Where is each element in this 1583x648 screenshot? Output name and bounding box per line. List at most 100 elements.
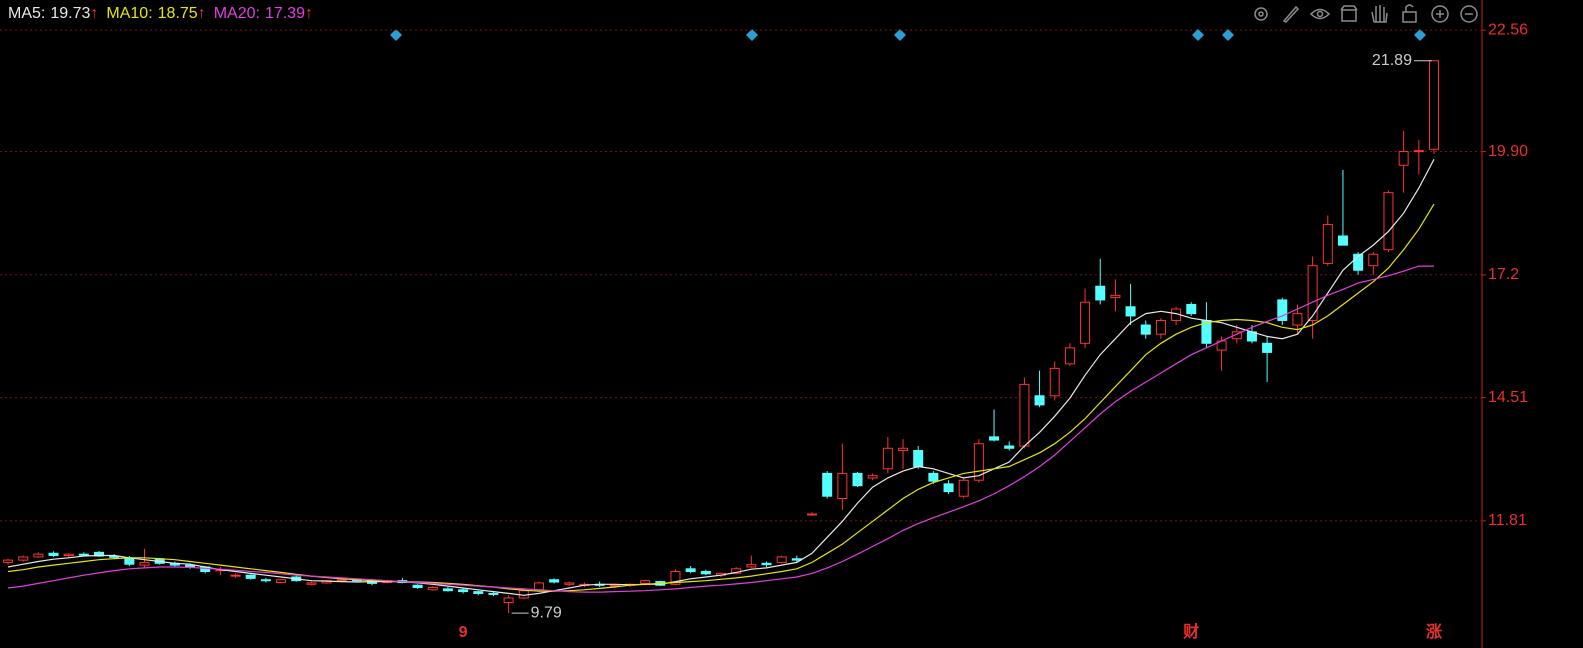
candle-body — [1262, 342, 1273, 353]
zoom-in-icon[interactable] — [1431, 5, 1449, 23]
candle-body — [1155, 319, 1166, 335]
candle-body — [928, 472, 939, 482]
max-label: 21.89 — [1372, 52, 1412, 69]
candle-body — [822, 472, 833, 497]
candle-body — [48, 552, 59, 557]
view-icon[interactable] — [1309, 8, 1331, 20]
candle-body — [852, 472, 863, 487]
candle-body — [442, 588, 453, 592]
candle-body — [1307, 265, 1318, 321]
candle-body — [260, 579, 271, 582]
candle-body — [276, 579, 287, 583]
candle-body — [776, 556, 787, 563]
candle-body — [336, 579, 347, 582]
candle-body — [230, 574, 241, 577]
candle-body — [18, 556, 29, 561]
candle-body — [640, 580, 651, 584]
candle-body — [1428, 60, 1439, 150]
settings-icon[interactable] — [1254, 7, 1268, 21]
candle-body — [898, 447, 909, 452]
event-marker[interactable] — [1192, 29, 1204, 41]
candle-body — [1277, 299, 1288, 321]
legend-trend: ↑ — [90, 5, 98, 22]
candle-body — [1095, 285, 1106, 301]
candle-body — [958, 479, 969, 497]
candle-body — [185, 564, 196, 568]
candle-body — [3, 559, 13, 563]
candle-body — [867, 475, 878, 479]
y-tick-label: 22.56 — [1488, 21, 1528, 38]
candle-body — [685, 568, 696, 573]
candle-body — [473, 591, 484, 594]
candle-body — [78, 553, 89, 556]
candle-body — [458, 589, 469, 593]
draw-icon[interactable] — [1282, 5, 1300, 23]
toolbar — [1254, 4, 1478, 23]
candle-body — [503, 597, 514, 604]
candle-body — [882, 447, 893, 470]
candle-body — [1125, 306, 1136, 317]
x-tick-label: 财 — [1182, 622, 1199, 641]
hand-icon[interactable] — [1371, 5, 1388, 23]
candle-body — [488, 592, 499, 595]
legend-value: 18.75 — [158, 5, 198, 22]
zoom-out-icon[interactable] — [1460, 5, 1478, 23]
candle-body — [1322, 224, 1333, 264]
candle-body — [700, 571, 711, 575]
ma-line — [7, 203, 1435, 592]
candle-body — [33, 553, 44, 558]
x-tick-label: 涨 — [1426, 623, 1442, 641]
candle-body — [1231, 331, 1242, 340]
candle-body — [973, 443, 984, 481]
candle-body — [1140, 324, 1151, 335]
candle-body — [1292, 313, 1303, 326]
min-label: 9.79 — [531, 604, 562, 621]
candle-body — [1383, 192, 1394, 251]
candle-body — [989, 436, 1000, 441]
legend-trend: ↑ — [305, 5, 313, 22]
candle-body — [1413, 150, 1424, 153]
event-marker[interactable] — [1222, 29, 1234, 41]
candle-body — [670, 571, 681, 585]
candle-body — [761, 562, 772, 566]
event-marker[interactable] — [894, 29, 906, 41]
y-tick-label: 19.90 — [1488, 143, 1528, 160]
candle-body — [427, 587, 438, 591]
candle-body — [564, 582, 575, 585]
candle-body — [1080, 301, 1091, 344]
candle-body — [1368, 253, 1379, 267]
event-markers — [390, 29, 1426, 41]
legend: MA5: 19.73↑ MA10: 18.75↑ MA20: 17.39↑ — [8, 5, 313, 22]
legend-trend: ↑ — [198, 5, 206, 22]
event-marker[interactable] — [390, 29, 402, 41]
candle-body — [1398, 151, 1409, 166]
candle-body — [1110, 294, 1121, 299]
ma-line — [7, 265, 1434, 593]
y-tick-label: 11.81 — [1488, 512, 1527, 529]
candle-body — [1186, 303, 1197, 315]
event-marker[interactable] — [1414, 29, 1426, 41]
x-tick-label: 9 — [459, 624, 468, 641]
candle-body — [1353, 253, 1364, 271]
store-icon[interactable] — [1340, 5, 1358, 22]
candle-body — [1049, 367, 1060, 397]
candle-body — [1064, 347, 1075, 365]
candle-body — [837, 472, 848, 499]
legend-label: MA20: — [214, 5, 260, 22]
candle-body — [807, 513, 818, 516]
event-marker[interactable] — [746, 29, 758, 41]
legend-label: MA5: — [8, 5, 45, 22]
candle-body — [245, 574, 256, 579]
candle-body — [1337, 235, 1348, 246]
candle-body — [943, 483, 954, 493]
lock-icon[interactable] — [1402, 4, 1417, 23]
legend-value: 17.39 — [265, 5, 305, 22]
legend-label: MA10: — [106, 5, 152, 22]
ma-line — [7, 159, 1435, 596]
candle-body — [533, 582, 544, 591]
candle-body — [549, 579, 560, 583]
candle-body — [746, 564, 757, 568]
